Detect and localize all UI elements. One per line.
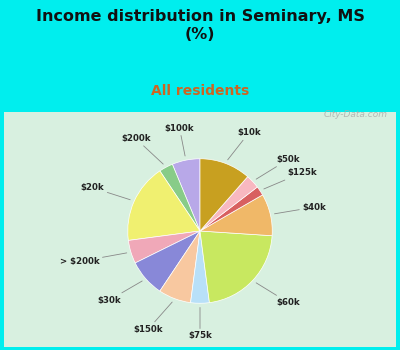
Text: $20k: $20k: [81, 183, 130, 200]
Wedge shape: [160, 231, 200, 303]
Text: $100k: $100k: [165, 124, 194, 156]
Text: $150k: $150k: [134, 302, 172, 334]
Wedge shape: [200, 187, 262, 231]
Wedge shape: [128, 171, 200, 240]
Text: > $200k: > $200k: [60, 253, 127, 266]
Wedge shape: [135, 231, 200, 291]
Text: Income distribution in Seminary, MS
(%): Income distribution in Seminary, MS (%): [36, 9, 364, 42]
FancyBboxPatch shape: [4, 112, 396, 346]
Text: $40k: $40k: [274, 203, 326, 214]
Text: City-Data.com: City-Data.com: [324, 110, 388, 119]
Wedge shape: [160, 164, 200, 231]
Text: All residents: All residents: [151, 84, 249, 98]
Wedge shape: [200, 177, 257, 231]
Text: $125k: $125k: [264, 168, 317, 189]
Text: $30k: $30k: [98, 281, 142, 304]
Wedge shape: [200, 159, 248, 231]
Text: $50k: $50k: [256, 155, 300, 179]
Wedge shape: [200, 231, 272, 303]
Wedge shape: [190, 231, 210, 303]
Text: $200k: $200k: [121, 134, 163, 164]
Wedge shape: [172, 159, 200, 231]
Text: $75k: $75k: [188, 308, 212, 340]
Text: $10k: $10k: [228, 128, 261, 160]
Wedge shape: [128, 231, 200, 263]
Wedge shape: [200, 195, 272, 236]
Text: $60k: $60k: [256, 283, 300, 307]
